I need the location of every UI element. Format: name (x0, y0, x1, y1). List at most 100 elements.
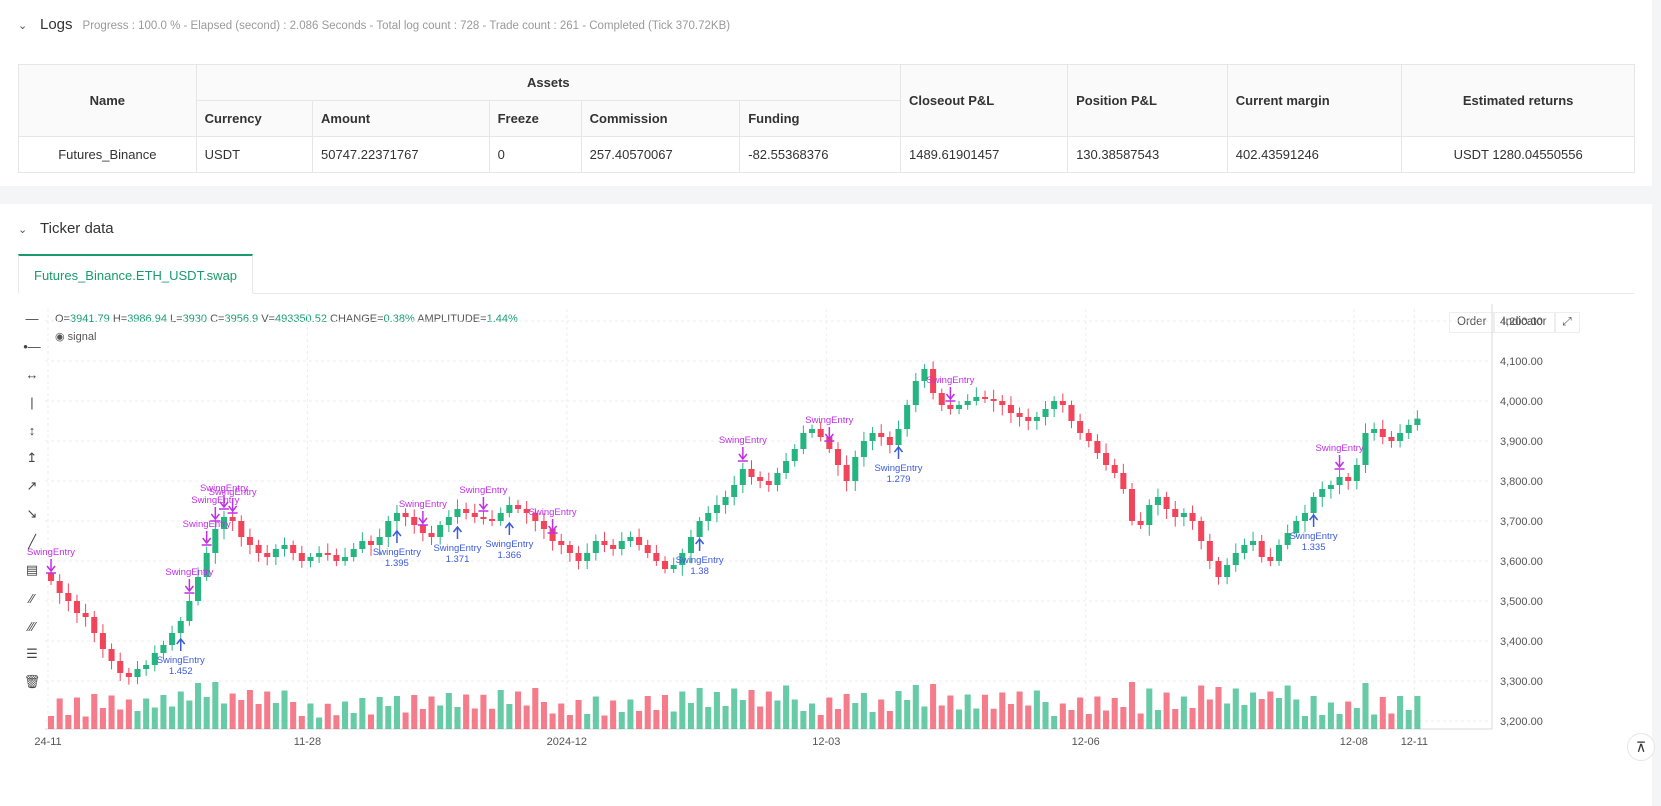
y-tick-label: 4,000.00 (1500, 396, 1543, 408)
short-arrow-head (228, 505, 238, 513)
volume-bar (696, 688, 703, 729)
volume-bar (1094, 696, 1101, 729)
short-arrow-head (945, 393, 955, 401)
candle (618, 541, 625, 549)
cell-amount: 50747.22371767 (312, 136, 490, 173)
volume-bar (489, 708, 496, 729)
candle (566, 545, 573, 553)
volume-bar (1241, 705, 1248, 729)
candle (290, 545, 297, 553)
signal-label: SwingEntry (805, 415, 853, 426)
volume-bar (367, 714, 375, 729)
ray-line-icon[interactable]: ↘ (26, 506, 38, 521)
chevron-down-icon[interactable]: ⌄ (18, 20, 28, 32)
horizontal-ray-icon[interactable]: •— (23, 338, 41, 354)
price-range-icon[interactable]: ▤ (25, 562, 39, 577)
extended-line-icon[interactable]: ↔ (25, 366, 39, 382)
horizontal-line-icon[interactable]: — (25, 310, 39, 326)
volume-bar (1180, 696, 1187, 729)
candlestick-chart[interactable]: SwingEntrySwingEntry1.452SwingEntrySwing… (0, 304, 1652, 804)
chart-area[interactable]: — •— ↔ | ↕ ↥ ↗ ↘ ╱ ▤ ∕∕ ∕∕∕ ☰ 🗑 O=3941.7… (0, 304, 1652, 804)
vertical-segment-icon[interactable]: ↕ (28, 422, 36, 438)
ohlc-readout: O=3941.79 H=3986.94 L=3930 C=3956.9 V=49… (55, 313, 518, 325)
y-tick-label: 4,100.00 (1500, 356, 1543, 368)
ticker-header[interactable]: ⌄ Ticker data (18, 220, 114, 237)
order-button[interactable]: Order (1449, 312, 1495, 333)
tab-eth-usdt-swap[interactable]: Futures_Binance.ETH_USDT.swap (18, 254, 254, 294)
candle (203, 553, 210, 577)
candle (653, 553, 660, 561)
volume-bar (342, 701, 349, 729)
candle (350, 549, 357, 557)
candle (212, 529, 219, 553)
candle (91, 617, 98, 633)
volume-bar (437, 705, 444, 729)
vertical-ray-icon[interactable]: ↥ (26, 450, 38, 465)
segment-icon[interactable]: ╱ (28, 534, 36, 549)
volume-bar (532, 688, 539, 729)
cell-freeze: 0 (488, 136, 582, 173)
signal-legend[interactable]: ◉ signal (55, 330, 96, 343)
candle (229, 517, 236, 521)
candle (1059, 401, 1066, 405)
trend-line-icon[interactable]: ↗ (26, 478, 38, 493)
candle (826, 437, 833, 449)
scroll-to-top-button[interactable]: ⊼ (1627, 733, 1655, 761)
volume-bar (307, 703, 314, 729)
volume-bar (566, 715, 573, 729)
volume-bar (661, 695, 669, 729)
volume-bar (255, 704, 262, 729)
signal-label: SwingEntry (200, 483, 248, 494)
trash-icon[interactable]: 🗑 (23, 674, 41, 689)
logs-header[interactable]: ⌄ Logs Progress : 100.0 % - Elapsed (sec… (18, 16, 730, 33)
candle (48, 573, 55, 581)
volume-bar (385, 706, 392, 729)
signal-label: SwingEntry (157, 655, 205, 666)
x-tick-label: 11-28 (294, 736, 321, 748)
vertical-line-icon[interactable]: | (30, 394, 34, 410)
volume-bar (1267, 691, 1274, 729)
drawing-toolbar: — •— ↔ | ↕ ↥ ↗ ↘ ╱ ▤ ∕∕ ∕∕∕ ☰ 🗑 (20, 304, 44, 696)
volume-bar (999, 692, 1006, 729)
volume-bar (186, 700, 193, 729)
candle (852, 457, 859, 481)
high-label: H= (112, 313, 128, 325)
fib-channel-icon[interactable]: ∕∕∕ (28, 618, 36, 634)
x-tick-label: 12-11 (1401, 736, 1428, 748)
volume-bar (817, 715, 824, 729)
candle (1284, 533, 1291, 545)
x-tick-label: 12-03 (812, 736, 840, 748)
volume-bar (1224, 703, 1231, 729)
indicator-button[interactable]: Indicator (1494, 312, 1555, 333)
parallel-channel-icon[interactable]: ∕∕ (29, 590, 35, 606)
volume-bar (212, 682, 219, 729)
volume-bar (376, 697, 383, 729)
volume-bar (1068, 710, 1075, 729)
signal-label: SwingEntry (209, 487, 257, 498)
fib-retracement-icon[interactable]: ☰ (26, 646, 38, 661)
chevron-down-icon[interactable]: ⌄ (18, 224, 28, 236)
candle (65, 593, 72, 601)
candle (1327, 485, 1334, 489)
signal-label: SwingEntry (165, 567, 213, 578)
fullscreen-icon[interactable]: ⤢ (1554, 312, 1580, 333)
change-label: CHANGE= (330, 313, 384, 325)
eye-icon[interactable]: ◉ (55, 331, 65, 343)
ticker-panel: ⌄ Ticker data Futures_Binance.ETH_USDT.s… (0, 204, 1652, 806)
y-tick-label: 3,600.00 (1500, 556, 1543, 568)
candle (489, 519, 496, 521)
signal-label: SwingEntry (676, 555, 724, 566)
candle (627, 537, 634, 541)
candle (687, 537, 694, 553)
candle (938, 393, 945, 405)
candle (134, 669, 141, 677)
candle (644, 545, 651, 553)
y-tick-label: 3,700.00 (1500, 516, 1543, 528)
volume-bar (445, 693, 452, 729)
candle (281, 545, 288, 549)
volume-bar (921, 706, 928, 729)
logs-panel: ⌄ Logs Progress : 100.0 % - Elapsed (sec… (0, 0, 1652, 186)
candle (1336, 477, 1343, 485)
volume-bar (1310, 696, 1317, 729)
candle (947, 405, 954, 409)
